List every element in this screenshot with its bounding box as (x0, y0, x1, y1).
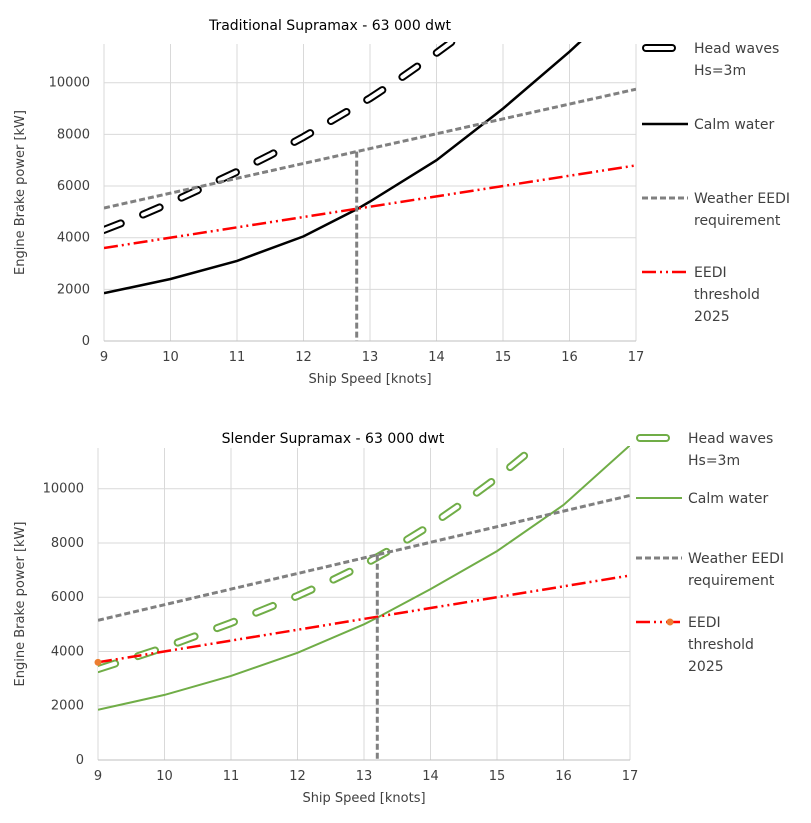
x-tick-label: 17 (622, 769, 639, 784)
x-tick-label: 11 (223, 769, 240, 784)
y-tick-label: 6000 (51, 590, 84, 605)
legend-label: Head waves Hs=3m (694, 41, 779, 79)
x-tick-label: 10 (162, 350, 179, 365)
x-tick-label: 13 (356, 769, 373, 784)
x-tick-label: 15 (489, 769, 506, 784)
chart-slender-supramax: 9 10 11 12 13 14 15 16 17 0 2000 4000 6000 8000 10000 S… (13, 431, 784, 806)
legend-label-line: threshold (688, 637, 754, 653)
legend-label-line: Weather EEDI (688, 551, 784, 567)
series-2 (98, 494, 630, 622)
legend-label-line: EEDI (694, 265, 727, 281)
x-tick-label: 9 (94, 769, 102, 784)
y-tick-label: 0 (76, 753, 84, 768)
legend-label: Weather EEDI requirement (694, 191, 790, 229)
x-tick-label: 16 (561, 350, 578, 365)
legend-label: EEDI threshold 2025 (688, 615, 754, 675)
series-0 (98, 446, 543, 674)
x-tick-label: 15 (495, 350, 512, 365)
legend-label-line: Calm water (694, 117, 774, 133)
legend-label-line: threshold (694, 287, 760, 303)
legend-label-line: requirement (688, 573, 775, 589)
y-tick-label: 4000 (51, 644, 84, 659)
x-tick-label: 12 (289, 769, 306, 784)
chart-title: Slender Supramax - 63 000 dwt (222, 431, 445, 447)
series-line (98, 446, 630, 711)
legend-label: Weather EEDI requirement (688, 551, 784, 589)
legend-label-line: Hs=3m (688, 453, 740, 469)
plot-area (104, 42, 636, 295)
y-tick-label: 4000 (57, 231, 90, 246)
legend-label-line: Calm water (688, 491, 768, 507)
y-tick-label: 10000 (49, 76, 90, 91)
x-axis-title: Ship Speed [knots] (308, 372, 431, 387)
y-tick-label: 0 (82, 334, 90, 349)
series-line-inner (98, 446, 540, 672)
x-tick-label: 9 (100, 350, 108, 365)
x-tick-label: 16 (555, 769, 572, 784)
x-tick-label: 14 (428, 350, 445, 365)
legend-label: Head waves Hs=3m (688, 431, 773, 469)
x-tick-label: 13 (362, 350, 379, 365)
x-axis-title: Ship Speed [knots] (302, 791, 425, 806)
legend-label-line: 2025 (694, 309, 730, 325)
chart-traditional-supramax: 9 10 11 12 13 14 15 16 17 0 2000 4000 6000 8000 10000 S… (13, 18, 790, 387)
y-axis-title: Engine Brake power [kW] (13, 522, 28, 687)
legend-label-line: Hs=3m (694, 63, 746, 79)
legend-label-line: EEDI (688, 615, 721, 631)
y-tick-label: 2000 (51, 699, 84, 714)
series-line-inner (104, 42, 455, 232)
series-line (98, 494, 630, 622)
series-1 (104, 42, 582, 295)
x-tick-label: 12 (295, 350, 312, 365)
series-1 (98, 446, 630, 711)
legend-label: EEDI threshold 2025 (694, 265, 760, 325)
x-tick-label: 11 (229, 350, 246, 365)
legend-label: Calm water (688, 491, 768, 507)
legend-symbol (636, 618, 682, 626)
y-axis-title: Engine Brake power [kW] (13, 110, 28, 275)
legend-label-line: Head waves (688, 431, 773, 447)
series-line-outline (98, 446, 543, 674)
y-tick-label: 10000 (43, 482, 84, 497)
series-2 (104, 87, 636, 210)
x-tick-label: 17 (628, 350, 645, 365)
y-tick-label: 2000 (57, 282, 90, 297)
legend-label-line: Weather EEDI (694, 191, 790, 207)
chart-title: Traditional Supramax - 63 000 dwt (208, 18, 452, 34)
x-tick-label: 10 (156, 769, 173, 784)
series-line-outline (104, 42, 459, 234)
series-line (104, 87, 636, 210)
legend-label-line: 2025 (688, 659, 724, 675)
x-tick-label: 14 (422, 769, 439, 784)
series-start-point (94, 658, 102, 666)
y-tick-label: 8000 (51, 536, 84, 551)
y-tick-label: 6000 (57, 179, 90, 194)
legend-symbol-point (666, 618, 674, 626)
legend-label-line: requirement (694, 213, 781, 229)
y-tick-label: 8000 (57, 127, 90, 142)
legend-label: Calm water (694, 117, 774, 133)
series-0 (104, 42, 459, 234)
plot-area (98, 446, 630, 711)
legend-label-line: Head waves (694, 41, 779, 57)
series-line (104, 42, 582, 295)
